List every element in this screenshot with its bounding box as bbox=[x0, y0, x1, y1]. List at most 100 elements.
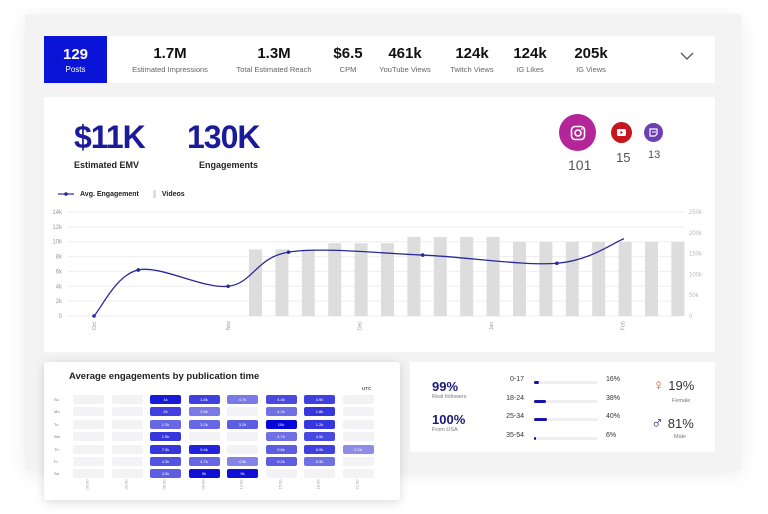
heatmap-cell[interactable]: 2k bbox=[150, 407, 181, 417]
heatmap-cell[interactable]: 1.2k bbox=[304, 419, 335, 429]
heatmap-cell[interactable] bbox=[227, 444, 258, 454]
video-bar bbox=[381, 243, 394, 316]
heatmap-cell[interactable]: 9.4k bbox=[188, 444, 220, 454]
heatmap-cell[interactable]: 9k bbox=[188, 469, 220, 479]
heatmap-cell[interactable] bbox=[73, 395, 104, 404]
video-bar bbox=[645, 241, 658, 316]
heatmap-cell[interactable] bbox=[304, 469, 335, 479]
heatmap-cell[interactable]: 1.8k bbox=[304, 407, 335, 417]
heatmap-cell[interactable] bbox=[265, 469, 297, 479]
right-tick-label: 200k bbox=[689, 231, 703, 237]
stat-label: CPM bbox=[339, 65, 357, 74]
heatmap-cell[interactable]: 2.2k bbox=[342, 444, 374, 454]
heatmap-cell[interactable]: 4.2k bbox=[265, 407, 297, 417]
female-icon: ♀ bbox=[653, 377, 665, 394]
row-label: Sa bbox=[54, 471, 59, 477]
stat-label: Total Estimated Reach bbox=[236, 65, 312, 74]
heatmap-title: Average engagements by publication time bbox=[69, 371, 260, 382]
heatmap-cell[interactable]: 4.4k bbox=[265, 395, 297, 404]
heatmap-cell[interactable]: 10k bbox=[265, 419, 297, 429]
age-bar bbox=[534, 418, 598, 421]
heatmap-cell[interactable] bbox=[73, 407, 104, 417]
heatmap-cell[interactable]: 4.7k bbox=[227, 395, 258, 404]
heatmap-cell[interactable]: 4.9k bbox=[304, 395, 335, 404]
heatmap-cell[interactable] bbox=[342, 432, 374, 442]
heatmap-cell[interactable]: 5.3k bbox=[304, 457, 335, 466]
heatmap-cell[interactable]: 1.5k bbox=[150, 432, 181, 442]
heatmap-cell[interactable] bbox=[73, 419, 104, 429]
heatmap-cell[interactable]: 4.7k bbox=[265, 432, 297, 442]
heatmap-cell[interactable]: 1.8k bbox=[188, 395, 220, 404]
heatmap-cell[interactable] bbox=[227, 432, 258, 442]
heatmap-cell[interactable]: 2.9k bbox=[188, 407, 220, 417]
heatmap-cell[interactable] bbox=[342, 407, 374, 417]
stat-value: $6.5 bbox=[333, 45, 363, 62]
heatmap-cell[interactable]: 4.5k bbox=[304, 432, 335, 442]
video-bar bbox=[486, 236, 500, 316]
avg-engagement-line bbox=[93, 238, 625, 317]
right-tick-label: 100k bbox=[689, 272, 703, 278]
heatmap-cell[interactable]: 4.5k bbox=[227, 457, 258, 466]
instagram-icon[interactable] bbox=[559, 114, 596, 151]
real-followers: 99% Real followers bbox=[432, 379, 467, 400]
stat-label: IG Likes bbox=[516, 65, 544, 74]
stat-value: 205k bbox=[574, 45, 608, 62]
data-point bbox=[92, 314, 96, 318]
heatmap-cell[interactable]: 7.5k bbox=[150, 444, 181, 454]
left-tick-label: 0 bbox=[59, 314, 63, 320]
heatmap-cell[interactable] bbox=[342, 469, 374, 479]
instagram-count: 101 bbox=[568, 157, 592, 173]
heatmap-cell[interactable] bbox=[111, 432, 143, 442]
data-point bbox=[226, 284, 230, 289]
heatmap-cell[interactable] bbox=[227, 407, 258, 417]
posts-stat[interactable]: 129 Posts bbox=[44, 36, 107, 83]
twitch-icon[interactable] bbox=[644, 123, 663, 142]
video-bar bbox=[301, 249, 315, 316]
stat-label: Estimated Impressions bbox=[132, 65, 208, 74]
column-label: 12:00 bbox=[238, 479, 244, 490]
stat-cpm: $6.5 CPM bbox=[333, 45, 362, 74]
heatmap-cell[interactable] bbox=[111, 419, 143, 429]
heatmap-cell[interactable] bbox=[73, 457, 104, 466]
heatmap-cell[interactable] bbox=[111, 457, 143, 466]
heatmap-cell[interactable]: 4.5k bbox=[150, 469, 181, 479]
heatmap-cell[interactable]: 1.2k bbox=[150, 419, 181, 429]
heatmap-cell[interactable] bbox=[111, 469, 143, 479]
heatmap-cell[interactable] bbox=[342, 419, 374, 429]
kpi-label: Engagements bbox=[199, 160, 259, 170]
chevron-down-icon[interactable] bbox=[680, 48, 694, 66]
heatmap-cell[interactable] bbox=[111, 395, 143, 404]
heatmap-cell[interactable] bbox=[73, 444, 104, 454]
audience-panel: 99% Real followers 100% From USA 0-17 16% 18… bbox=[410, 362, 715, 452]
heatmap-cell[interactable]: 3.2k bbox=[188, 419, 220, 429]
heatmap-cell[interactable]: 5.6k bbox=[265, 444, 297, 454]
heatmap-cell[interactable] bbox=[342, 395, 374, 404]
kpi-engagements: 130K Engagements bbox=[187, 119, 260, 170]
country-value: 100% bbox=[432, 412, 466, 427]
heatmap-cell[interactable] bbox=[73, 469, 104, 479]
heatmap-cell[interactable] bbox=[111, 444, 143, 454]
overview-panel: $11K Estimated EMV 130K Engagements 101 15… bbox=[44, 97, 715, 352]
heatmap-cell[interactable]: 4.7k bbox=[188, 457, 220, 466]
column-label: 21:00 bbox=[354, 479, 360, 490]
engagement-chart: 0 2k 4k 6k 8k 10k 12k 14k 0 50k 100k 150k 200k 250k Oc… bbox=[52, 210, 703, 330]
video-bar bbox=[249, 249, 262, 316]
youtube-icon[interactable] bbox=[611, 122, 632, 143]
male-stat: ♂ 81% bbox=[651, 413, 694, 433]
heatmap-cell[interactable]: 1k bbox=[150, 395, 181, 404]
heatmap-cell[interactable]: 5.2k bbox=[265, 457, 297, 466]
heatmap-cell[interactable]: 6.9k bbox=[304, 444, 335, 454]
stat-label: IG Views bbox=[576, 65, 606, 74]
data-point bbox=[420, 253, 425, 257]
heatmap-cell[interactable] bbox=[188, 432, 220, 442]
heatmap-cell[interactable] bbox=[73, 432, 104, 442]
heatmap-cell[interactable]: 4.3k bbox=[150, 457, 181, 466]
heatmap-cell[interactable]: 3.2k bbox=[227, 419, 258, 429]
posts-label: Posts bbox=[65, 64, 86, 74]
heatmap-cell[interactable] bbox=[342, 457, 374, 466]
left-tick-label: 10k bbox=[52, 240, 63, 246]
heatmap-cell[interactable] bbox=[111, 407, 143, 417]
heatmap-cell[interactable]: 9k bbox=[227, 469, 258, 479]
video-bar bbox=[407, 236, 421, 316]
stat-twitch-views: 124k Twitch Views bbox=[450, 45, 493, 74]
